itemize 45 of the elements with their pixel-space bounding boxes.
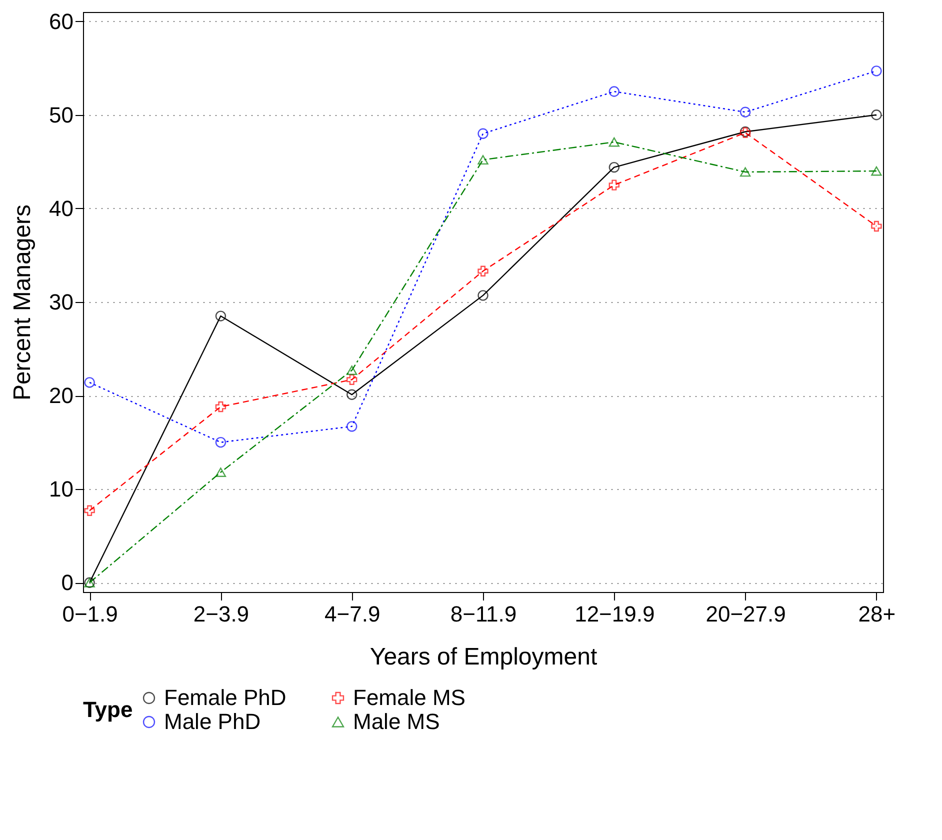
point [608,137,620,147]
y-tick-label: 50 [49,102,74,128]
point [608,86,620,97]
y-tick-label: 40 [49,196,74,221]
point [608,162,620,173]
x-tick-label: 2−3.9 [193,602,250,626]
legend-label: Female PhD [164,685,286,710]
point [84,505,95,516]
point [478,155,488,165]
x-tick-label: 20−27.9 [706,602,786,626]
x-tick-label: 12−19.9 [574,602,655,626]
point [478,128,488,139]
y-tick-label: 20 [49,383,74,408]
legend-title: Type [83,697,133,722]
point [346,374,358,385]
point [84,377,95,388]
point [871,66,882,76]
legend-label: Female MS [353,685,466,710]
point [215,401,226,412]
legend-label: Male PhD [164,709,261,734]
point [740,167,751,177]
y-tick-label: 60 [49,8,74,34]
point [215,436,226,448]
y-tick-label: 30 [49,290,74,314]
point [608,180,620,190]
point [215,468,226,477]
y-axis-title: Percent Managers [9,204,36,401]
x-tick-label: 28+ [858,602,896,626]
point [871,166,882,176]
y-tick-label: 0 [61,570,74,596]
point [346,421,358,432]
x-tick-label: 0−1.9 [62,602,118,626]
point [871,110,882,120]
point [215,310,226,322]
point [346,366,358,375]
point [478,290,488,301]
point [478,266,488,276]
legend-label: Male MS [353,709,440,734]
x-tick-label: 8−11.9 [450,602,517,626]
x-tick-label: 4−7.9 [324,602,380,626]
point [346,389,358,400]
point [871,220,882,232]
x-axis-title: Years of Employment [370,644,598,670]
point [740,106,751,118]
y-tick-label: 10 [49,476,74,502]
